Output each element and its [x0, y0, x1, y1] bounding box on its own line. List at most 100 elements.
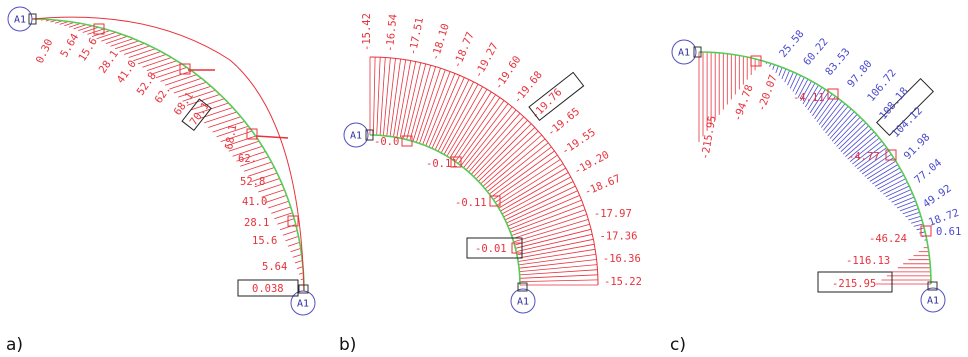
panel-b-load-line [386, 58, 396, 136]
panel-b-value: -15.22 [604, 276, 642, 288]
panel-a-value: 15.6 [76, 36, 100, 64]
panel-a-node-bottom-anchor [298, 284, 309, 294]
panel-b-load-line [498, 167, 566, 209]
panel-b-load-line [516, 233, 593, 252]
panel-c-load-line [874, 171, 903, 187]
panel-c-node-bottom [920, 287, 946, 313]
panel-b-value: -17.51 [407, 17, 426, 57]
panel-a-load-line [287, 242, 300, 247]
panel-b-value: -19.20 [572, 149, 611, 177]
panel-c-load-line [827, 108, 852, 137]
panel-c-load-line [872, 167, 901, 185]
panel-c-node-box [750, 55, 762, 67]
panel-b-load-line [509, 199, 582, 230]
panel-a-max-box [181, 98, 212, 132]
panel-b-load-line [519, 264, 598, 272]
panel-c-load-line [885, 185, 910, 198]
panel-b-load-line [504, 185, 576, 221]
panel-a-load-line [146, 60, 177, 71]
panel-b-load-line [389, 59, 401, 137]
panel-c-node-box [920, 225, 932, 237]
panel-a-load-line [274, 212, 293, 220]
panel-a-value: 0.30 [34, 37, 56, 65]
panel-c-load-line [866, 160, 896, 180]
panel-a-load-line [282, 230, 298, 236]
panel-b-load-line [519, 259, 597, 269]
panel-b-node-bottom-label: A1 [517, 297, 529, 308]
panel-b-load-line [446, 89, 488, 157]
panel-b-value: -0.11 [455, 197, 487, 209]
panel-b-load-line [516, 238, 594, 256]
panel-b-load-line [465, 109, 517, 171]
panel-b-load-line [482, 134, 542, 187]
panel-a-load-line [155, 67, 188, 79]
panel-a-value: 41.0 [242, 196, 267, 208]
panel-a-value: 62. [238, 153, 257, 165]
panel-b-value: -18.67 [583, 173, 623, 199]
panel-b-load-line [496, 163, 564, 206]
panel-a-load-line [64, 21, 75, 27]
panel-a-value: 15.6 [252, 235, 277, 247]
panel-b-node-left-label: A1 [350, 131, 362, 142]
panel-b-value: -19.60 [493, 54, 524, 92]
panel-a-load-line [151, 63, 182, 75]
panel-b-load-line [463, 106, 513, 168]
panel-a-load-line [73, 24, 87, 30]
panel-a-load-line [110, 38, 134, 47]
panel-b-load-line [494, 159, 561, 203]
panel-c-load-line [908, 215, 922, 221]
panel-c-min-box [817, 271, 893, 293]
panel-a-load-line [296, 266, 304, 269]
panel-b-envelope [369, 56, 599, 286]
panel-b-load-line [514, 223, 590, 246]
panel-a-load-line [182, 89, 216, 102]
panel-a-load-line [279, 224, 296, 231]
panel-c-value: 83.53 [823, 46, 853, 78]
panel-a-load-line [212, 121, 245, 133]
panel-c-value: -215.95 [699, 115, 719, 161]
panel-a-load-line [285, 236, 299, 242]
panel-b-load-lines [369, 57, 598, 286]
panel-a-load-line [128, 48, 156, 58]
panel-b-load-line [475, 123, 532, 180]
panel-b-load-line [484, 138, 546, 190]
panel-a-load-line [277, 218, 295, 225]
panel-c-load-line [877, 174, 904, 190]
panel-a-value: 62. [153, 83, 174, 105]
panel-a-load-line [78, 25, 93, 31]
panel-b-value: -17.36 [600, 230, 638, 242]
panel-a-node-bottom-label: A1 [297, 299, 309, 310]
panel-a-load-line [142, 57, 172, 68]
panel-a-label: a) [6, 335, 23, 355]
panel-a-load-line [251, 172, 278, 182]
panel-c-load-line [880, 178, 906, 192]
panel-c-load-line [919, 231, 926, 234]
panel-a-load-line [178, 85, 212, 98]
panel-c-load-line [896, 200, 916, 209]
panel-b-load-line [373, 57, 376, 136]
panel-c-load-line [795, 77, 805, 95]
panel-c-load-line [814, 93, 833, 120]
panel-a-load-line [169, 77, 202, 90]
panel-a-value: 0.038 [252, 283, 284, 295]
panel-a-load-line [247, 167, 275, 177]
panel-a-load-line [254, 178, 280, 188]
panel-b-max-box [528, 71, 585, 122]
panel-a-marker [255, 135, 289, 139]
panel-c-load-line [913, 223, 924, 227]
panel-a-load-line [195, 102, 229, 115]
panel-a-load-line [164, 74, 197, 86]
panel-a-load-line [228, 140, 260, 152]
panel-c-load-line [891, 193, 913, 203]
panel-c-beam-axis [698, 51, 932, 285]
panel-b-value: -18.77 [451, 30, 477, 70]
panel-c-load-line [910, 219, 923, 224]
panel-a-envelope [31, 16, 305, 292]
panel-c-load-line [778, 67, 783, 77]
panel-c-load-line [888, 189, 912, 200]
panel-b-value: -16.36 [603, 253, 641, 265]
panel-a-load-line [224, 135, 256, 147]
panel-b: A1 A1 -15.42 -16.54 -17.51 -18.10 -18.77-19.… [339, 13, 642, 355]
panel-b-load-line [512, 214, 587, 239]
panel-a-load-line [124, 45, 151, 55]
